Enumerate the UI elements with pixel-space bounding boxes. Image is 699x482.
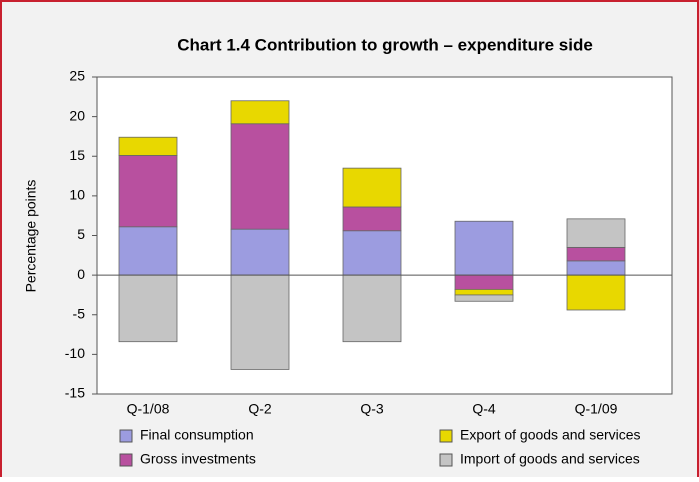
legend-swatch [119,429,133,443]
bar-segment [118,226,178,276]
y-tick-label: 15 [69,147,85,163]
bar-segment [566,274,626,311]
bar-segment [118,155,178,228]
legend-label: Import of goods and services [460,451,640,467]
x-tick-label: Q-1/09 [575,401,618,417]
bar-segment [118,136,178,156]
y-tick-label: 5 [77,226,85,242]
bar-segment [342,206,402,232]
legend-label: Final consumption [140,427,254,443]
bar-segment [118,274,178,343]
bar-segment [230,274,290,370]
bar-segment [566,246,626,262]
y-tick-label: -10 [65,345,85,361]
bar-segment [230,123,290,230]
bar-segment [454,274,514,290]
legend-label: Export of goods and services [460,427,641,443]
legend-swatch [439,453,453,467]
chart-title: Chart 1.4 Contribution to growth – expen… [177,35,593,54]
x-tick-label: Q-1/08 [127,401,170,417]
bar-segment [230,100,290,125]
bar-segment [566,218,626,248]
y-axis-label: Percentage points [23,180,39,293]
y-tick-label: 10 [69,187,85,203]
y-tick-label: -15 [65,385,85,401]
x-tick-label: Q-3 [360,401,384,417]
x-tick-label: Q-2 [248,401,272,417]
y-tick-label: 0 [77,266,85,282]
bar-segment [230,228,290,276]
legend-swatch [119,453,133,467]
bar-segment [342,274,402,343]
legend-label: Gross investments [140,451,256,467]
x-tick-label: Q-4 [472,401,496,417]
bar-segment [454,294,514,302]
bar-segment [342,167,402,208]
bar-segment [342,230,402,276]
y-tick-label: 25 [69,68,85,84]
bar-segment [454,220,514,276]
y-tick-label: 20 [69,107,85,123]
legend-swatch [439,429,453,443]
bar-segment [454,288,514,296]
bar-segment [566,260,626,276]
y-tick-label: -5 [73,305,86,321]
